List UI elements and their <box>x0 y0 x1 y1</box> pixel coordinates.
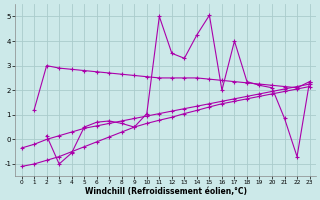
X-axis label: Windchill (Refroidissement éolien,°C): Windchill (Refroidissement éolien,°C) <box>84 187 247 196</box>
